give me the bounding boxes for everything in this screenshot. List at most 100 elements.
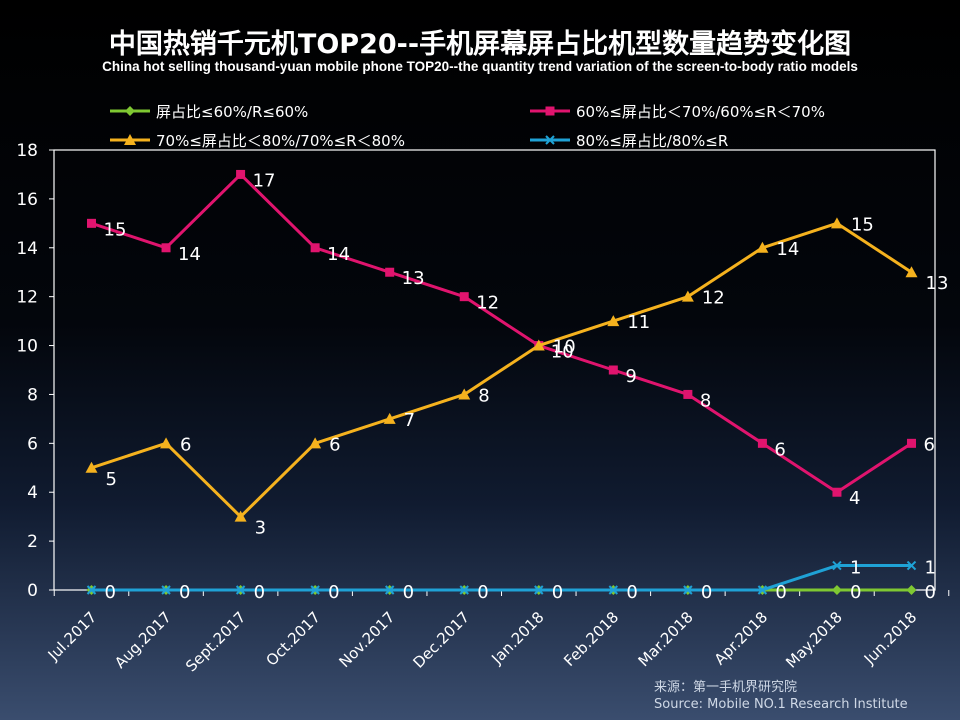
- x-tick-label: Aug.2017: [111, 608, 175, 672]
- legend-marker: [545, 135, 555, 145]
- data-point: [236, 169, 246, 179]
- series-line: [91, 172, 913, 494]
- y-tick-label: 14: [16, 239, 38, 259]
- y-tick-label: 16: [16, 190, 38, 210]
- y-tick-label: 4: [27, 483, 38, 503]
- chart-subtitle: China hot selling thousand-yuan mobile p…: [102, 59, 858, 74]
- data-label: 1: [850, 558, 861, 579]
- y-axis: 0 2 4 6 8 10 12 14 16 18: [16, 141, 54, 601]
- series-1: [87, 169, 916, 497]
- y-tick-label: 0: [27, 581, 38, 601]
- data-label: 0: [105, 582, 116, 603]
- data-point: [608, 365, 618, 375]
- legend-label: 80%≤屏占比/80%≤R: [576, 132, 728, 150]
- legend: 屏占比≤60%/R≤60% 60%≤屏占比＜70%/60%≤R＜70% 70%≤屏占…: [110, 103, 825, 150]
- data-point: [830, 217, 843, 229]
- data-label: 0: [850, 582, 861, 603]
- data-point: [87, 218, 96, 228]
- data-label: 0: [626, 582, 637, 603]
- data-point: [681, 290, 694, 302]
- data-label: 0: [925, 582, 936, 603]
- legend-marker: [125, 106, 135, 116]
- series-line: [91, 221, 913, 519]
- data-point: [85, 461, 98, 473]
- data-label: 1: [925, 558, 936, 579]
- x-tick-label: Sept.2017: [182, 608, 249, 675]
- y-tick-label: 8: [27, 385, 38, 405]
- data-label: 11: [627, 312, 650, 333]
- data-label: 7: [404, 410, 415, 431]
- data-point: [757, 438, 767, 448]
- data-label: 6: [924, 434, 935, 455]
- data-label: 15: [104, 219, 127, 240]
- data-point: [310, 243, 320, 253]
- data-point: [757, 585, 768, 595]
- data-label: 12: [476, 293, 499, 314]
- data-point: [160, 437, 173, 449]
- data-label: 3: [255, 518, 266, 539]
- data-point: [905, 266, 918, 278]
- data-label: 14: [776, 239, 799, 260]
- data-point: [459, 585, 469, 595]
- data-point: [383, 412, 396, 424]
- source-note: 来源：第一手机界研究院 Source: Mobile NO.1 Research…: [654, 679, 908, 713]
- data-label: 10: [553, 337, 576, 358]
- marker-stroke: [161, 585, 171, 595]
- marker-stroke: [459, 585, 469, 595]
- x-tick-label: Nov.2017: [336, 608, 399, 671]
- data-label: 6: [180, 434, 191, 455]
- chart-title: 中国热销千元机TOP20--手机屏幕屏占比机型数量趋势变化图: [108, 29, 852, 60]
- marker-stroke: [832, 560, 842, 571]
- data-point: [907, 438, 916, 448]
- y-tick-label: 10: [16, 337, 38, 357]
- data-label: 8: [478, 385, 489, 406]
- data-label: 0: [328, 582, 339, 603]
- data-label: 6: [329, 434, 340, 455]
- data-label: 0: [403, 582, 414, 603]
- marker-stroke: [757, 585, 768, 595]
- legend-marker: [124, 134, 136, 145]
- data-point: [234, 510, 247, 522]
- legend-item: 70%≤屏占比＜80%/70%≤R＜80%: [110, 132, 405, 150]
- x-tick-label: Oct.2017: [263, 608, 324, 669]
- legend-item: 屏占比≤60%/R≤60%: [110, 103, 308, 121]
- marker-stroke: [608, 585, 619, 595]
- marker-stroke: [86, 585, 97, 595]
- source-cn: 来源：第一手机界研究院: [654, 680, 798, 695]
- y-tick-label: 12: [16, 288, 38, 308]
- marker-stroke: [310, 585, 320, 595]
- data-label: 8: [700, 390, 711, 411]
- data-point: [906, 585, 917, 595]
- data-label: 4: [849, 488, 860, 509]
- data-label: 12: [702, 288, 725, 309]
- data-point: [532, 339, 545, 351]
- marker-stroke: [384, 585, 395, 595]
- data-point: [161, 585, 171, 595]
- series-3: [86, 560, 917, 595]
- legend-marker: [545, 106, 555, 116]
- legend-item: 60%≤屏占比＜70%/60%≤R＜70%: [530, 103, 825, 121]
- x-tick-label: Jan.2018: [487, 608, 547, 668]
- data-label: 0: [179, 582, 190, 603]
- marker-stroke: [906, 560, 917, 571]
- data-point: [683, 389, 693, 399]
- data-label: 13: [926, 273, 949, 294]
- y-tick-label: 6: [27, 434, 38, 454]
- data-point: [608, 585, 619, 595]
- data-point: [310, 585, 320, 595]
- x-tick-label: Jun.2018: [860, 608, 920, 668]
- data-point: [831, 585, 842, 595]
- data-point: [459, 292, 469, 302]
- data-point: [458, 388, 471, 400]
- x-tick-label: Mar.2018: [635, 608, 697, 670]
- data-label: 9: [625, 366, 636, 387]
- data-point: [86, 585, 97, 595]
- data-label: 5: [106, 469, 117, 490]
- legend-label: 屏占比≤60%/R≤60%: [156, 103, 308, 121]
- x-tick-label: Apr.2018: [711, 608, 771, 668]
- data-point: [161, 243, 171, 253]
- data-label: 15: [851, 214, 874, 235]
- y-tick-label: 18: [16, 141, 38, 161]
